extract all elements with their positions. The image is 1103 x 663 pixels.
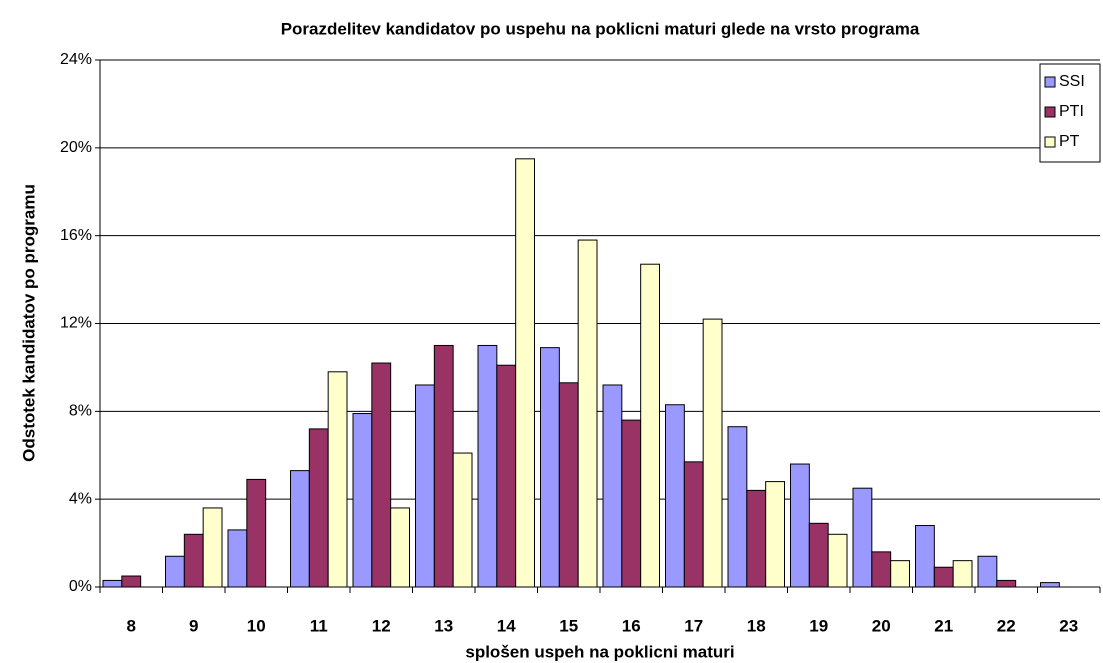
legend-swatch [1044, 76, 1056, 88]
bar [683, 461, 704, 588]
bar [102, 579, 123, 588]
bar [602, 384, 623, 588]
bar [290, 470, 310, 588]
x-tick-label: 13 [434, 616, 453, 635]
bar [933, 566, 954, 588]
x-tick-label: 12 [372, 616, 391, 635]
bar [477, 344, 498, 588]
bar [996, 579, 1017, 588]
x-tick-label: 23 [1059, 616, 1078, 635]
y-axis-title: Odstotek kandidatov po programu [19, 184, 38, 462]
y-tick-label: 0% [69, 578, 92, 595]
y-tick-label: 8% [69, 403, 92, 420]
bar [202, 507, 223, 588]
bar [727, 426, 748, 588]
x-tick-label: 16 [622, 616, 641, 635]
bar [577, 239, 598, 588]
legend-swatch [1044, 136, 1056, 148]
bar [827, 533, 848, 588]
bar [852, 487, 873, 588]
x-tick-label: 18 [747, 616, 766, 635]
bar [415, 384, 435, 588]
bar [390, 507, 410, 588]
bar [871, 551, 892, 588]
bar [121, 575, 142, 588]
bar [327, 371, 348, 588]
bar [1040, 582, 1060, 588]
bar [890, 560, 911, 588]
bar [558, 382, 579, 588]
bar [640, 263, 661, 588]
bar [308, 428, 329, 588]
y-tick-label: 20% [60, 139, 92, 156]
bar [621, 419, 642, 588]
bar [371, 362, 392, 588]
x-axis-title: splošen uspeh na poklicni maturi [465, 642, 734, 661]
bar [790, 463, 810, 588]
bar [496, 364, 517, 588]
x-tick-label: 8 [127, 616, 136, 635]
x-tick-label: 14 [497, 616, 516, 635]
y-tick-label: 16% [60, 227, 92, 244]
legend-label: SSI [1059, 73, 1085, 90]
x-tick-label: 17 [684, 616, 703, 635]
bar [352, 413, 373, 588]
bar [765, 481, 786, 588]
x-tick-label: 21 [934, 616, 953, 635]
bar [183, 533, 204, 588]
chart-title: Porazdelitev kandidatov po uspehu na pok… [281, 19, 920, 38]
legend-swatch [1044, 106, 1056, 118]
bar [665, 404, 685, 588]
bar [808, 522, 829, 588]
x-tick-label: 22 [997, 616, 1016, 635]
bar [746, 489, 767, 588]
y-tick-label: 12% [60, 315, 92, 332]
bar [540, 347, 560, 588]
bar [433, 344, 454, 588]
x-tick-label: 11 [310, 616, 328, 635]
bar [246, 478, 267, 588]
bar [165, 555, 185, 588]
x-tick-label: 19 [809, 616, 828, 635]
bar [702, 318, 723, 588]
bar [227, 529, 248, 588]
bar [915, 525, 935, 588]
y-tick-label: 4% [69, 490, 92, 507]
bar [977, 555, 998, 588]
x-tick-label: 10 [247, 616, 266, 635]
x-tick-label: 20 [872, 616, 891, 635]
legend-label: PTI [1059, 103, 1084, 120]
bar [952, 560, 973, 588]
x-tick-label: 15 [559, 616, 578, 635]
y-tick-label: 24% [60, 51, 92, 68]
bar [515, 158, 536, 588]
legend-label: PT [1059, 133, 1080, 150]
x-tick-label: 9 [189, 616, 198, 635]
bar [452, 452, 473, 588]
